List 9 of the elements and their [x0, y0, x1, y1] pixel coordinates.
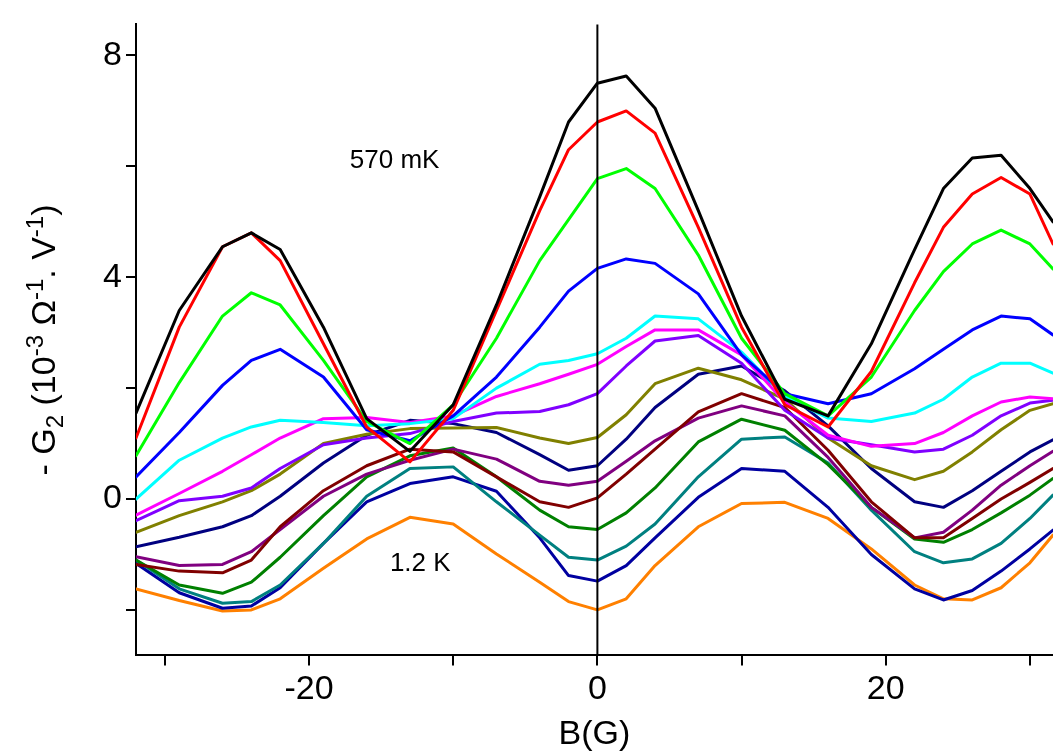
- x-axis-title: B(G): [558, 712, 631, 751]
- x-tick-label: 20: [866, 668, 905, 707]
- x-tick-label: 0: [587, 668, 607, 707]
- x-tick-label: -20: [284, 668, 334, 707]
- annotation: 1.2 K: [389, 547, 452, 578]
- y-tick-label: 4: [103, 255, 122, 294]
- y-tick-label: 0: [103, 477, 122, 516]
- y-tick-label: 8: [103, 33, 122, 72]
- annotation: 570 mK: [349, 144, 441, 175]
